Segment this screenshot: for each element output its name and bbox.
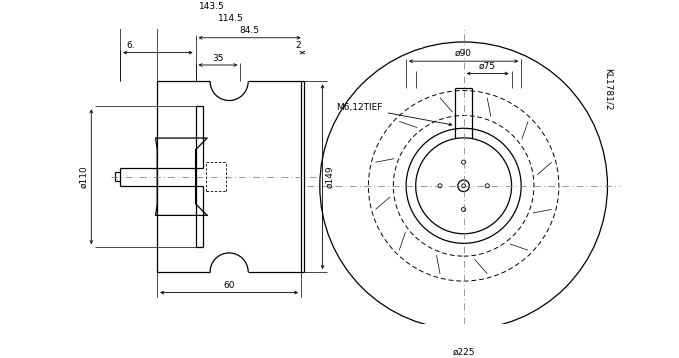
Text: ø225: ø225 (452, 348, 475, 357)
Text: M6,12TIEF: M6,12TIEF (336, 103, 452, 126)
Text: 60: 60 (223, 281, 235, 290)
Text: 84.5: 84.5 (240, 26, 259, 35)
Text: 143.5: 143.5 (199, 1, 225, 10)
Text: 2: 2 (295, 41, 301, 50)
Text: KL1781/2: KL1781/2 (604, 68, 612, 111)
Text: 114.5: 114.5 (217, 14, 243, 23)
Text: ø90: ø90 (455, 49, 472, 58)
Text: 6.: 6. (127, 41, 135, 50)
Text: ø75: ø75 (479, 61, 496, 70)
Text: 35: 35 (213, 53, 223, 63)
Text: ø149: ø149 (325, 165, 334, 188)
Text: ø110: ø110 (80, 165, 89, 188)
